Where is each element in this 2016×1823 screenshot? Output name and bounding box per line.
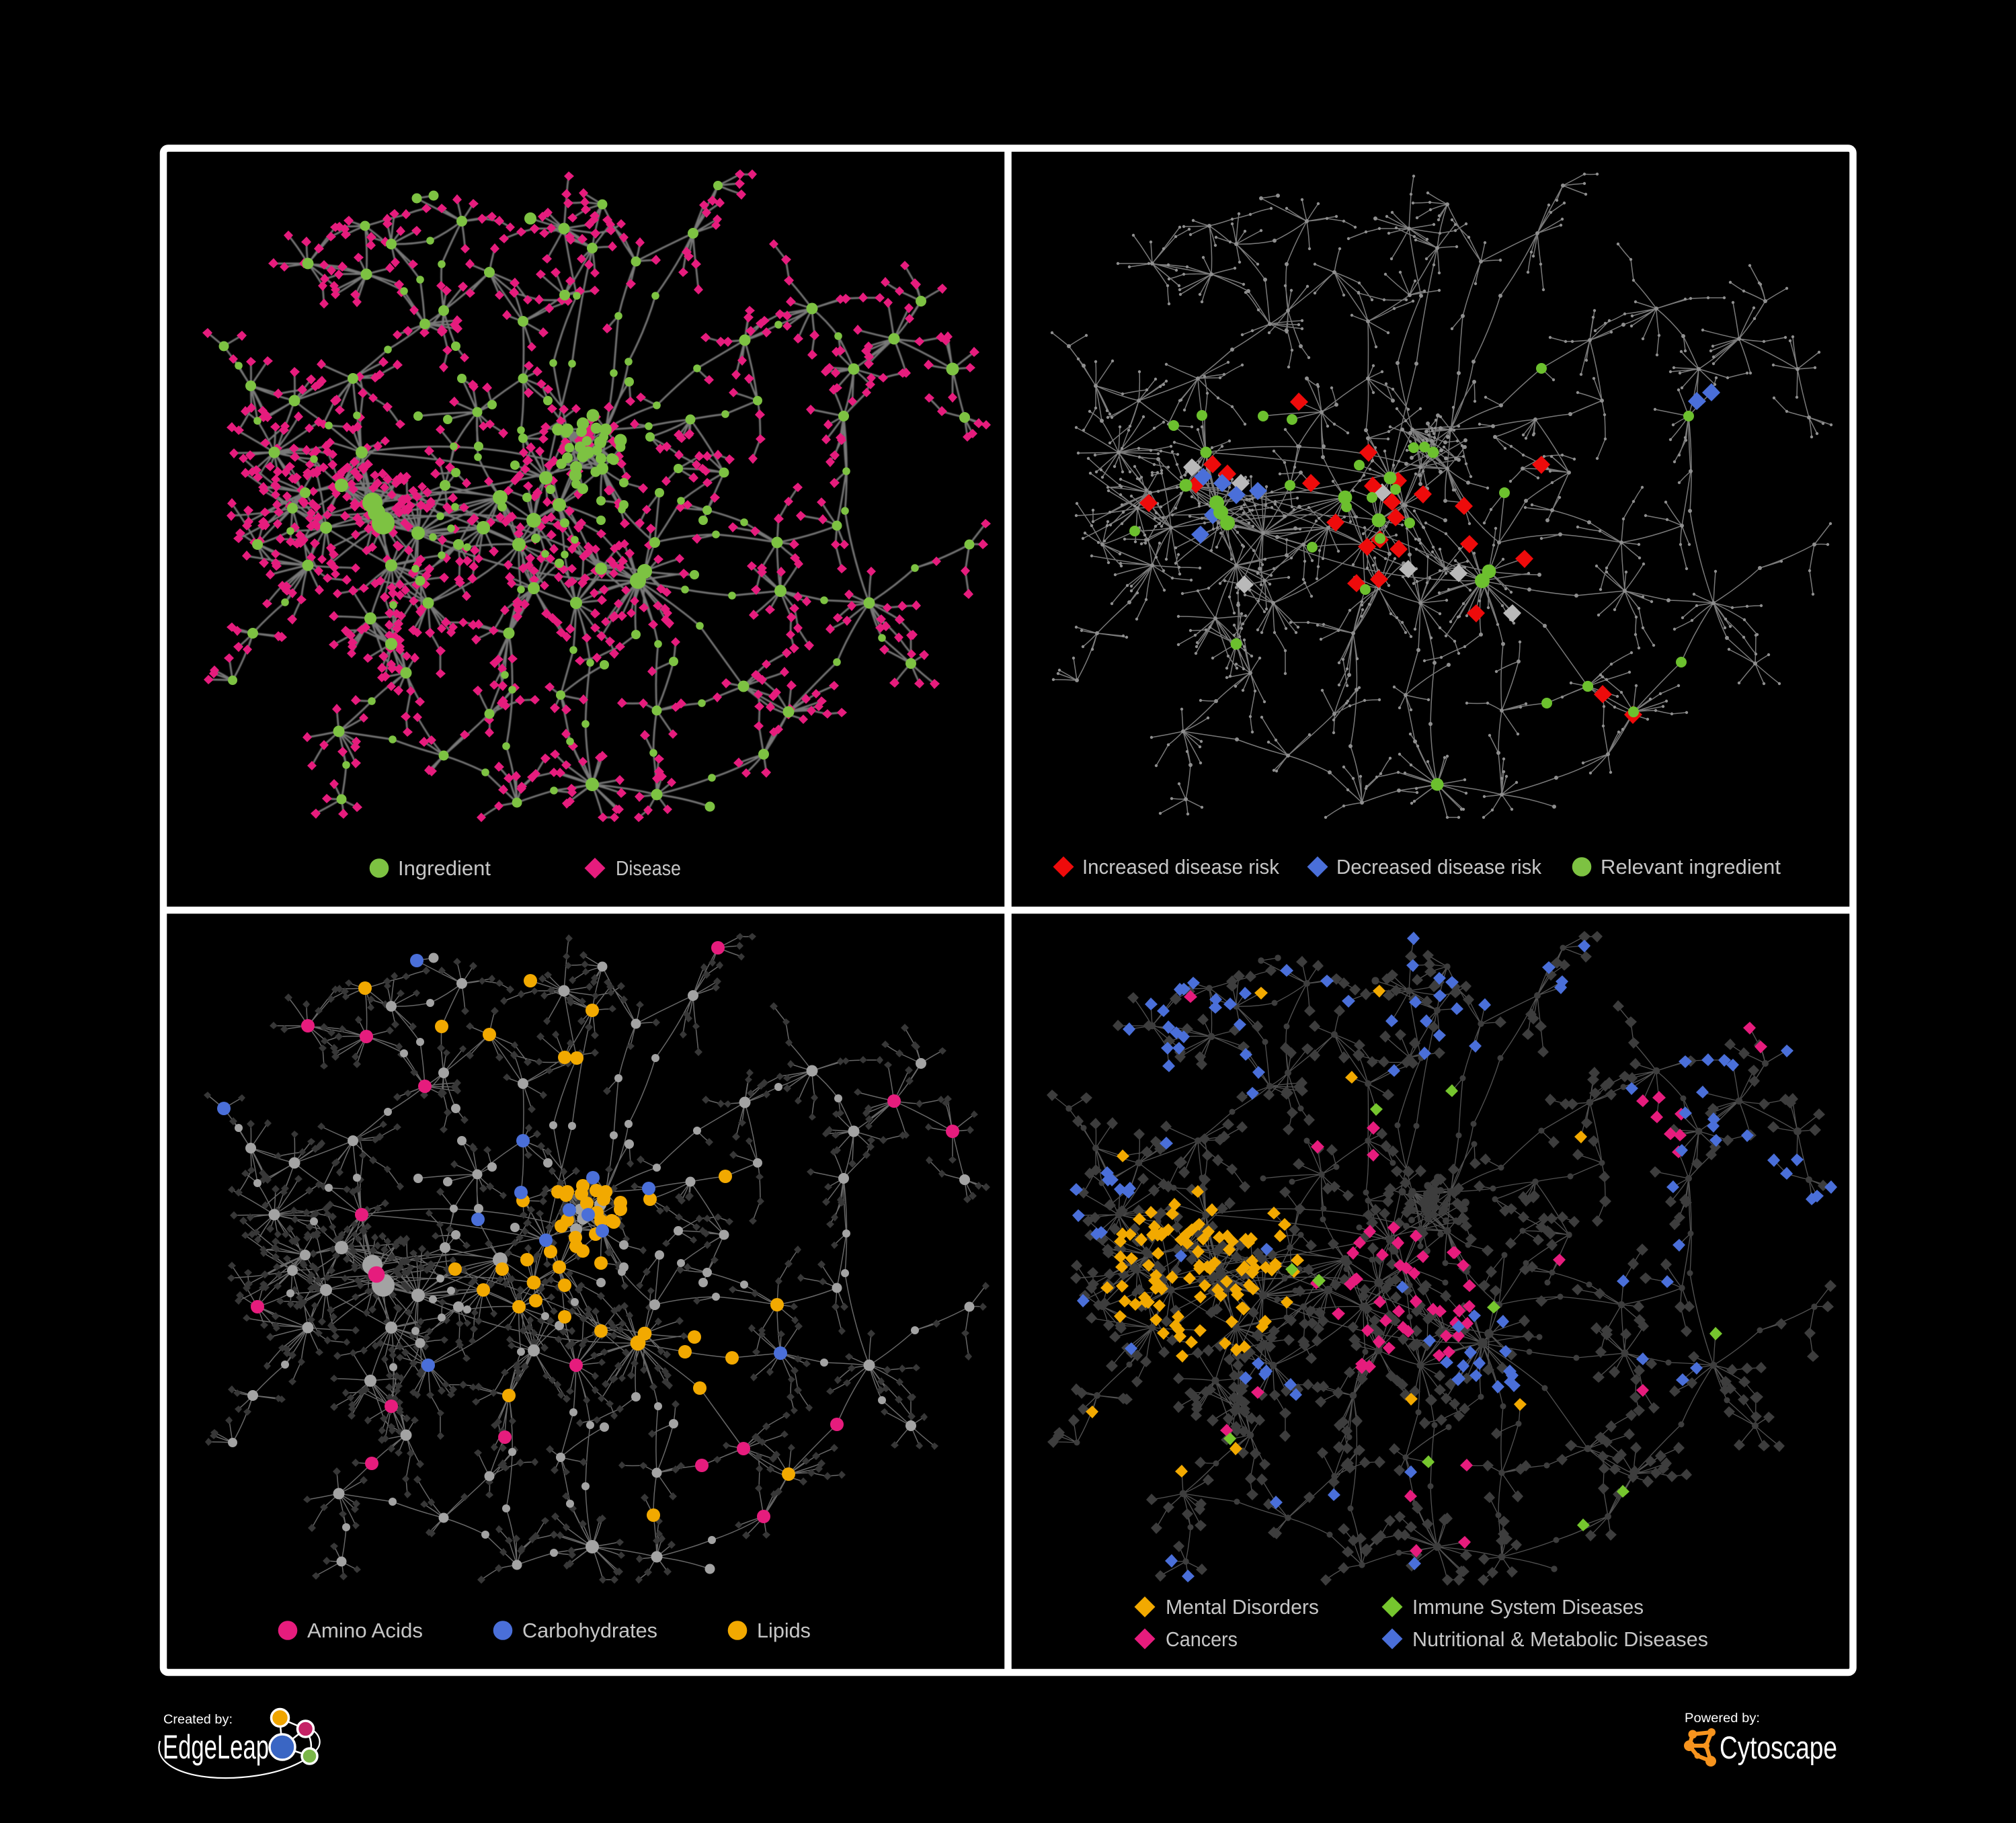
svg-text:Nutritional & Metabolic Diseas: Nutritional & Metabolic Diseases	[1412, 1628, 1708, 1651]
svg-text:Disease: Disease	[616, 857, 681, 880]
svg-text:Created by:: Created by:	[163, 1713, 233, 1727]
svg-text:Ingredient: Ingredient	[398, 857, 491, 880]
svg-text:Carbohydrates: Carbohydrates	[522, 1619, 657, 1642]
svg-text:Cytoscape: Cytoscape	[1720, 1730, 1837, 1765]
svg-text:Lipids: Lipids	[757, 1619, 811, 1642]
svg-text:Immune System Diseases: Immune System Diseases	[1412, 1596, 1644, 1619]
svg-text:Increased disease risk: Increased disease risk	[1082, 856, 1280, 879]
svg-text:Powered by:: Powered by:	[1685, 1711, 1760, 1726]
svg-text:Decreased disease risk: Decreased disease risk	[1336, 856, 1542, 879]
svg-text:Cancers: Cancers	[1166, 1628, 1238, 1651]
svg-text:Relevant ingredient: Relevant ingredient	[1601, 856, 1781, 879]
svg-text:EdgeLeap: EdgeLeap	[163, 1728, 269, 1766]
svg-text:Mental Disorders: Mental Disorders	[1166, 1596, 1319, 1619]
svg-text:Amino Acids: Amino Acids	[307, 1619, 423, 1642]
